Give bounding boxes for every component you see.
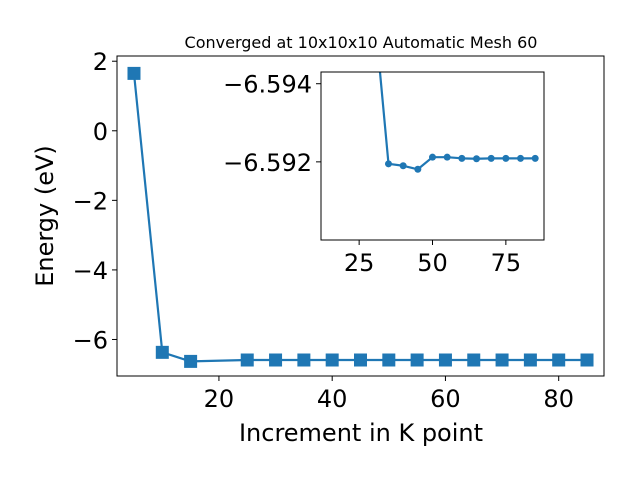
main-data-point [495,353,509,367]
main-data-point [580,353,594,367]
main-series-group [127,66,594,368]
inset-data-point [399,162,407,170]
inset-data-point [443,153,451,161]
inset-axes-frame [320,71,545,241]
main-data-point [240,353,254,367]
inset-data-point [517,154,525,162]
inset-x-tick-label: 75 [491,249,522,277]
inset-series-group [378,72,539,173]
main-data-point [552,353,566,367]
main-data-point [297,353,311,367]
y-axis-label: Energy (eV) [31,145,59,287]
main-data-point [184,354,198,368]
inset-data-point [531,154,539,162]
main-data-point [155,345,169,359]
chart-title: Converged at 10x10x10 Automatic Mesh 60 [185,33,538,52]
inset-data-point [487,154,495,162]
inset-data-point [384,160,392,168]
inset-data-point [458,154,466,162]
main-y-tick-label: −4 [73,257,108,285]
inset-data-point [414,165,422,173]
main-data-point [523,353,537,367]
inset-y-tick-label: −6.594 [223,71,312,99]
inset-plot-area: 25 50 75 −6.594 −6.592 [223,71,545,277]
main-data-point [354,353,367,367]
main-data-point [438,353,452,367]
main-y-tick-label: −6 [73,326,108,354]
inset-y-tick-label: −6.592 [223,149,312,177]
main-x-tick-label: 60 [430,385,461,413]
main-y-tick-label: 2 [93,48,108,76]
main-data-point [127,66,141,80]
main-y-tick-label: 0 [93,118,108,146]
main-data-point [382,353,396,367]
inset-x-tick-label: 50 [417,249,448,277]
inset-data-point [473,155,481,163]
main-data-point [325,353,339,367]
main-data-point [269,353,283,367]
main-data-point [410,353,424,367]
main-x-tick-label: 80 [543,385,574,413]
main-data-point [467,353,481,367]
main-y-tick-label: −2 [73,187,108,215]
main-x-tick-label: 20 [204,385,235,413]
inset-data-point [502,154,510,162]
main-x-tick-label: 40 [317,385,348,413]
main-series-line [132,73,588,363]
main-axes-frame [116,55,605,377]
x-axis-label: Increment in K point [239,419,483,447]
inset-x-tick-label: 25 [344,249,375,277]
inset-data-point [429,153,436,161]
